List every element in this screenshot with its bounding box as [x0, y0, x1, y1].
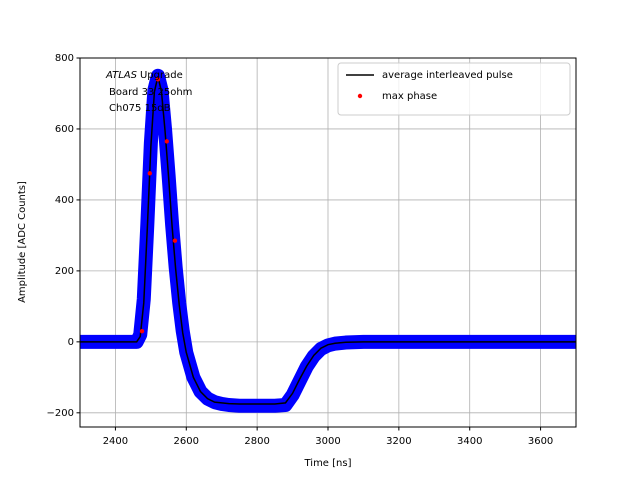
y-tick-label: 0 — [68, 337, 74, 348]
legend-label: max phase — [382, 91, 437, 102]
point — [164, 139, 169, 144]
point — [147, 171, 152, 176]
annotation-line: Ch075 15dB — [109, 103, 171, 114]
x-tick-label: 2800 — [244, 436, 269, 447]
annotation: ATLAS Upgrade Board 33 25ohm Ch075 15dB — [105, 70, 192, 114]
y-tick-label: 800 — [55, 53, 74, 64]
x-tick-label: 3200 — [386, 436, 411, 447]
y-tick-label: 200 — [55, 266, 74, 277]
x-tick-label: 2600 — [174, 436, 199, 447]
x-tick-label: 3000 — [315, 436, 340, 447]
x-tick-label: 2400 — [103, 436, 128, 447]
legend-marker — [357, 93, 363, 99]
plot-area — [80, 68, 576, 413]
x-tick-label: 3400 — [457, 436, 482, 447]
annotation-line: Board 33 25ohm — [109, 87, 192, 98]
y-tick-label: 400 — [55, 195, 74, 206]
y-axis-label: Amplitude [ADC Counts] — [17, 181, 28, 303]
annotation-emphasis: ATLAS — [105, 70, 138, 81]
ticks: 2400 2600 2800 3000 3200 3400 3600 −200 0 200 400 6… — [47, 53, 554, 447]
y-tick-label: 600 — [55, 124, 74, 135]
legend: average interleaved pulse max phase — [337, 62, 571, 116]
y-tick-label: −200 — [47, 408, 74, 419]
point — [155, 77, 161, 82]
x-axis-label: Time [ns] — [303, 458, 351, 469]
annotation-line: ATLAS Upgrade — [105, 70, 183, 81]
line — [80, 76, 576, 405]
legend-box — [337, 62, 571, 116]
legend-label: average interleaved pulse — [382, 70, 513, 81]
grid — [80, 57, 576, 427]
annotation-text: Upgrade — [140, 70, 183, 81]
point — [139, 329, 145, 334]
point — [172, 238, 178, 243]
x-tick-label: 3600 — [528, 436, 553, 447]
